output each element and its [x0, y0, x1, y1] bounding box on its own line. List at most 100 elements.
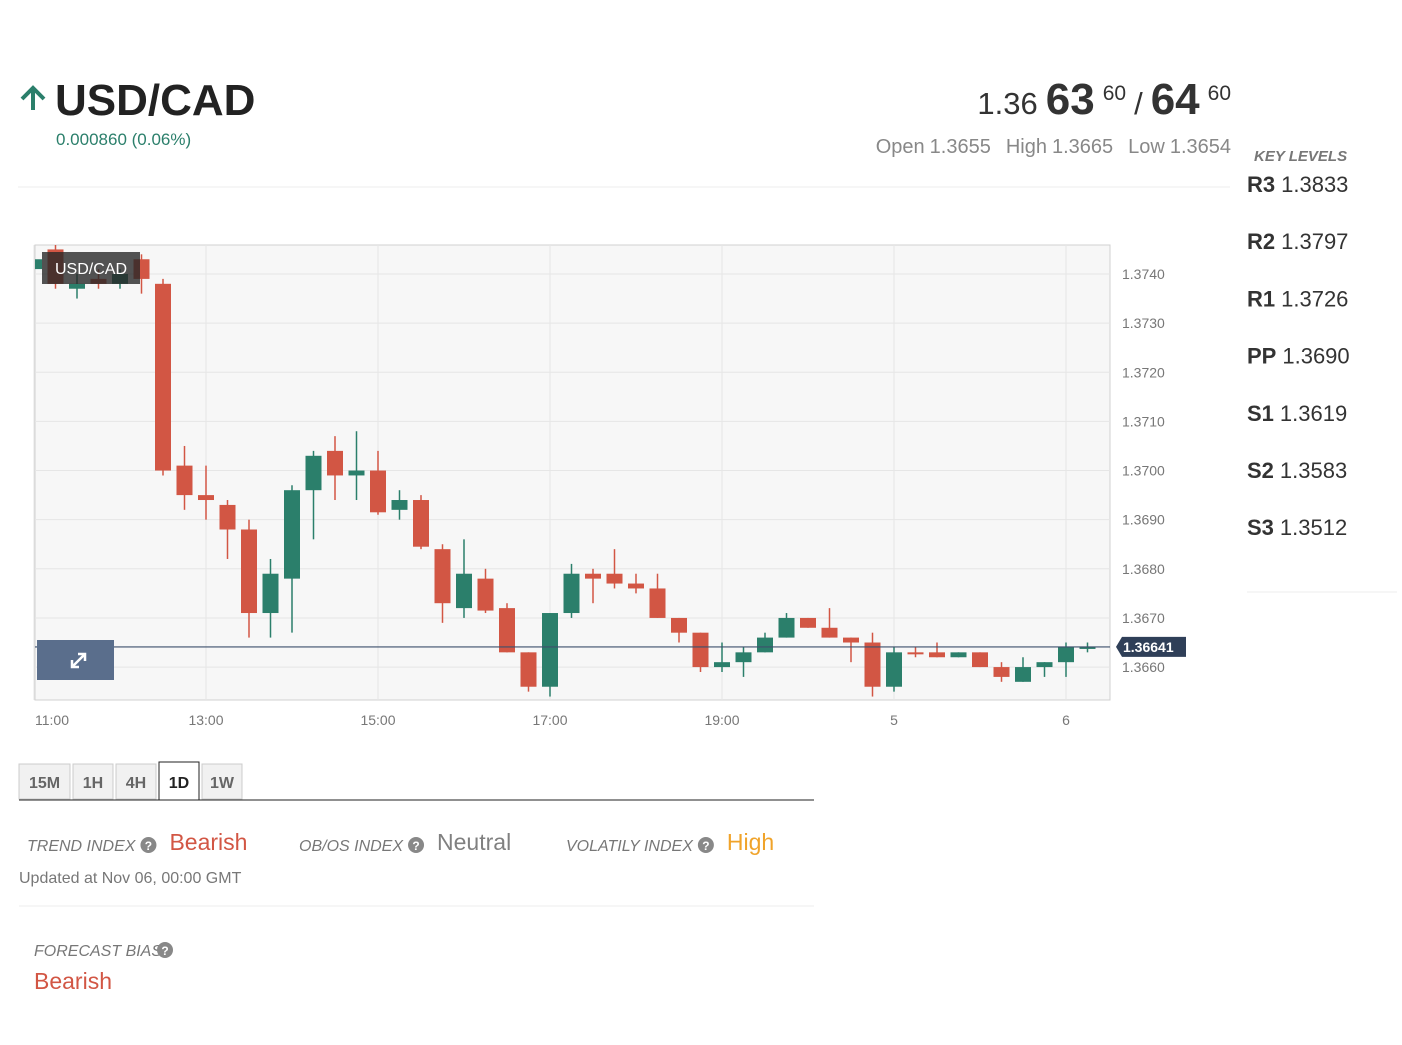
bid-base: 1.36: [977, 86, 1037, 121]
help-icon[interactable]: [408, 837, 425, 853]
candle-body: [585, 573, 601, 579]
candle-body: [391, 500, 408, 510]
price: 1.36 63 60 /64 60: [977, 75, 1231, 124]
key-level: S3 1.3512: [1247, 515, 1347, 540]
candle-body: [778, 617, 795, 638]
candle-body: [649, 588, 666, 618]
key-level: R1 1.3726: [1247, 286, 1348, 311]
forecast-label: FORECAST BIAS: [34, 943, 162, 960]
key-level-label: S2: [1247, 458, 1274, 483]
tab-label: 1W: [210, 775, 235, 792]
candle-body: [327, 450, 343, 476]
key-level: R3 1.3833: [1247, 172, 1348, 197]
help-icon[interactable]: [157, 942, 173, 958]
forecast-value: Bearish: [34, 968, 112, 994]
key-level-value: 1.3797: [1281, 229, 1348, 254]
high-value: 1.3665: [1052, 136, 1113, 158]
key-level: R2 1.3797: [1247, 229, 1348, 254]
index-label: OB/OS INDEX: [299, 838, 404, 855]
help-mark: ?: [412, 839, 419, 853]
candle-body: [1058, 647, 1074, 663]
y-tick-label: 1.3670: [1122, 610, 1165, 626]
key-level: PP 1.3690: [1247, 344, 1350, 369]
candle-body: [241, 529, 257, 614]
y-tick-label: 1.3710: [1122, 413, 1165, 429]
index-value: Bearish: [169, 829, 247, 855]
x-tick-label: 11:00: [35, 712, 69, 728]
candle-body: [348, 470, 365, 476]
help-icon[interactable]: [140, 837, 157, 853]
expand-button[interactable]: [37, 640, 114, 680]
tab-bg: [72, 763, 114, 800]
tab-label: 1D: [169, 775, 189, 792]
candle-body: [1036, 662, 1053, 668]
candle-body: [1079, 646, 1096, 649]
key-level-value: 1.3619: [1280, 401, 1347, 426]
tab-label: 4H: [126, 775, 146, 792]
candle-body: [692, 632, 709, 668]
candle-body: [821, 627, 838, 638]
candle-body: [714, 662, 730, 668]
candle-body: [907, 652, 924, 655]
change: 0.000860 (0.06%): [56, 130, 191, 149]
key-level-value: 1.3833: [1281, 172, 1348, 197]
timeframe-tab[interactable]: 1H: [72, 763, 114, 800]
index-value: High: [727, 829, 774, 855]
candle-body: [950, 652, 967, 658]
index-label: TREND INDEX: [27, 838, 137, 855]
plot-area: [34, 244, 1111, 701]
candle-body: [198, 495, 214, 501]
candle-body: [606, 573, 623, 584]
candle-body: [305, 455, 322, 491]
low-label: Low: [1128, 136, 1165, 158]
symbol: USD/CAD: [55, 76, 255, 125]
timeframe-tab[interactable]: 1D: [158, 761, 200, 801]
open-value: 1.3655: [930, 136, 991, 158]
candle-body: [972, 652, 988, 668]
x-tick-label: 17:00: [532, 712, 567, 728]
timeframe-tab[interactable]: 15M: [18, 763, 71, 800]
key-level-value: 1.3726: [1281, 286, 1348, 311]
candle-body: [1015, 667, 1031, 682]
low-value: 1.3654: [1170, 136, 1231, 158]
expand-icon: [70, 652, 87, 669]
timeframe-tab[interactable]: 4H: [115, 763, 157, 800]
candle-body: [993, 667, 1010, 677]
up-arrow: [20, 85, 46, 110]
candle-body: [434, 549, 451, 604]
candle-body: [542, 613, 558, 687]
ask-fraction: 60: [1208, 82, 1231, 105]
candle-body: [735, 652, 752, 663]
candle-body: [477, 578, 494, 611]
candle-body: [413, 500, 429, 547]
y-tick-label: 1.3660: [1122, 659, 1165, 675]
y-tick-label: 1.3730: [1122, 315, 1165, 331]
candle-body: [370, 470, 386, 513]
candle-body: [520, 652, 537, 687]
candle-body: [864, 642, 881, 687]
help-icon[interactable]: [697, 837, 714, 853]
key-levels-title: KEY LEVELS: [1254, 148, 1347, 165]
help-mark: ?: [145, 839, 152, 853]
candle-body: [262, 573, 279, 614]
candle-body: [886, 652, 902, 687]
index-value: Neutral: [437, 829, 511, 855]
timeframe-tab[interactable]: 1W: [201, 763, 243, 800]
updated: Updated at Nov 06, 00:00 GMT: [19, 870, 242, 887]
y-tick-label: 1.3720: [1122, 364, 1165, 380]
tab-bg: [158, 761, 200, 801]
candle-body: [284, 490, 300, 579]
tab-label: 1H: [83, 775, 103, 792]
y-tick-label: 1.3700: [1122, 463, 1165, 479]
last-price-label: 1.36641: [1123, 639, 1174, 655]
help-mark: ?: [702, 839, 709, 853]
key-level: S2 1.3583: [1247, 458, 1347, 483]
candle-body: [219, 504, 236, 530]
tab-bg: [115, 763, 157, 800]
candle-body: [456, 573, 472, 609]
candle-body: [35, 259, 42, 270]
chart-label: USD/CAD: [55, 261, 127, 278]
expand-bg: [37, 640, 114, 680]
chart-label-bg: [42, 252, 140, 284]
